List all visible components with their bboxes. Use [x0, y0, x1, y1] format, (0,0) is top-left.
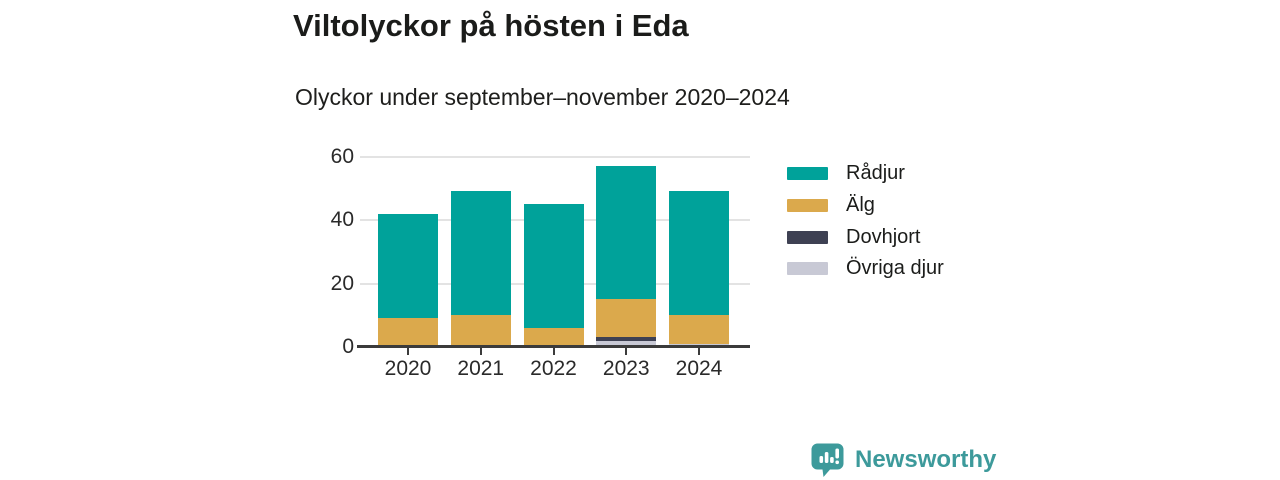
x-tick-label-2021: 2021 — [457, 357, 505, 380]
legend-label: Rådjur — [846, 162, 905, 184]
x-tick-label-2020: 2020 — [384, 357, 432, 380]
x-axis-line — [357, 345, 750, 348]
y-tick-label-0: 0 — [342, 335, 354, 358]
legend-item-övriga-djur: Övriga djur — [787, 255, 944, 282]
bar-segment-2024-rådjur — [669, 191, 729, 316]
plot-area — [360, 155, 750, 347]
bar-segment-2022-rådjur — [523, 204, 584, 328]
bar-segment-2020-rådjur — [378, 213, 438, 319]
legend-label: Övriga djur — [846, 257, 944, 280]
x-tick-2021 — [479, 348, 482, 355]
x-tick-2023 — [625, 348, 628, 355]
bar-segment-2024-älg — [669, 315, 729, 344]
chart-subtitle: Olyckor under september–november 2020–20… — [295, 84, 790, 110]
bar-segment-2023-dovhjort — [596, 337, 657, 341]
legend-item-älg: Älg — [787, 192, 875, 219]
x-tick-label-2022: 2022 — [530, 357, 577, 380]
legend-swatch-icon — [787, 167, 828, 180]
newsworthy-logo-icon — [809, 441, 846, 478]
bar-segment-2023-rådjur — [596, 166, 657, 300]
y-tick-label-20: 20 — [330, 271, 354, 295]
chart-title: Viltolyckor på hösten i Eda — [293, 8, 689, 43]
bar-segment-2023-övriga-djur — [596, 340, 657, 347]
x-tick-2020 — [407, 348, 409, 355]
legend-swatch-icon — [787, 262, 828, 276]
gridline-y-60 — [360, 155, 750, 158]
legend-label: Älg — [846, 193, 875, 216]
legend-item-rådjur: Rådjur — [787, 160, 905, 187]
x-tick-2024 — [698, 348, 700, 355]
bar-segment-2022-älg — [523, 327, 584, 347]
y-tick-label-60: 60 — [330, 144, 354, 168]
newsworthy-brand-link[interactable]: Newsworthy — [809, 441, 996, 478]
legend-label: Dovhjort — [846, 225, 921, 248]
bar-segment-2021-rådjur — [450, 191, 511, 316]
bar-segment-2021-älg — [450, 315, 511, 347]
legend-swatch-icon — [787, 198, 828, 212]
legend-item-dovhjort: Dovhjort — [787, 224, 920, 251]
x-tick-label-2023: 2023 — [602, 357, 650, 380]
x-tick-2022 — [552, 348, 555, 355]
x-tick-label-2024: 2024 — [675, 357, 723, 380]
legend-swatch-icon — [787, 230, 828, 244]
bar-segment-2020-älg — [378, 318, 438, 347]
y-tick-label-40: 40 — [330, 208, 354, 231]
bar-segment-2023-älg — [596, 299, 657, 338]
brand-name: Newsworthy — [855, 445, 997, 473]
